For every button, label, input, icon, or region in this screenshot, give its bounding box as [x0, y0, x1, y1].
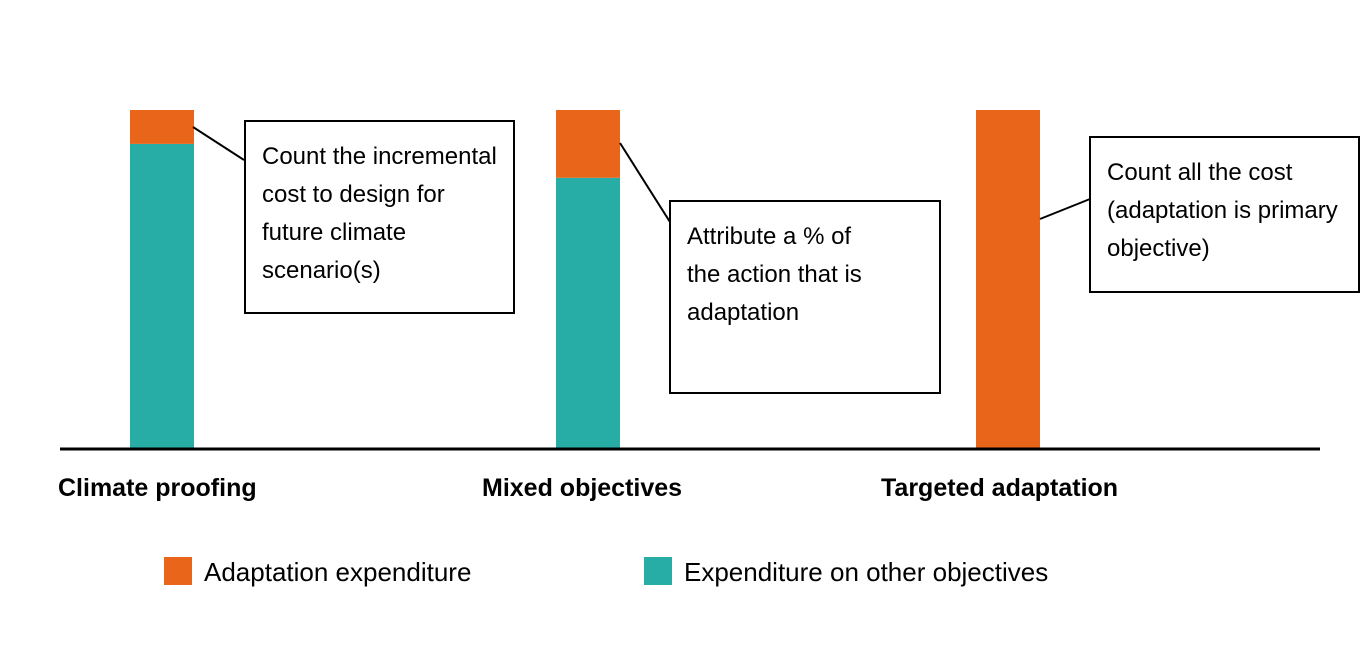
connector-targeted-adaptation [1039, 198, 1091, 220]
legend-label-adaptation: Adaptation expenditure [204, 557, 471, 587]
legend-label-other-objectives: Expenditure on other objectives [684, 557, 1048, 587]
bar-mixed-objectives-adaptation [556, 110, 620, 178]
bar-mixed-objectives-other [556, 177, 620, 450]
connector-climate-proofing [192, 126, 245, 161]
callout-connectors [192, 126, 1091, 223]
legend-swatch-other-objectives [644, 557, 672, 585]
legend-swatch-adaptation [164, 557, 192, 585]
callout-targeted-adaptation: Count all the cost (adaptation is primar… [1089, 136, 1360, 293]
bar-climate-proofing-adaptation [130, 110, 194, 144]
callout-climate-proofing: Count the incremental cost to design for… [244, 120, 515, 314]
category-label-climate-proofing: Climate proofing [58, 474, 257, 502]
bar-targeted-adaptation-adaptation [976, 110, 1040, 449]
category-label-targeted-adaptation: Targeted adaptation [881, 474, 1118, 502]
legend: Adaptation expenditure Expenditure on ot… [164, 557, 1048, 587]
category-labels: Climate proofing Mixed objectives Target… [58, 474, 1118, 502]
category-label-mixed-objectives: Mixed objectives [482, 474, 682, 502]
callout-mixed-objectives: Attribute a % of the action that is adap… [669, 200, 941, 394]
bar-climate-proofing-other [130, 143, 194, 449]
bars-group [130, 110, 1040, 450]
connector-mixed-objectives [619, 142, 671, 223]
